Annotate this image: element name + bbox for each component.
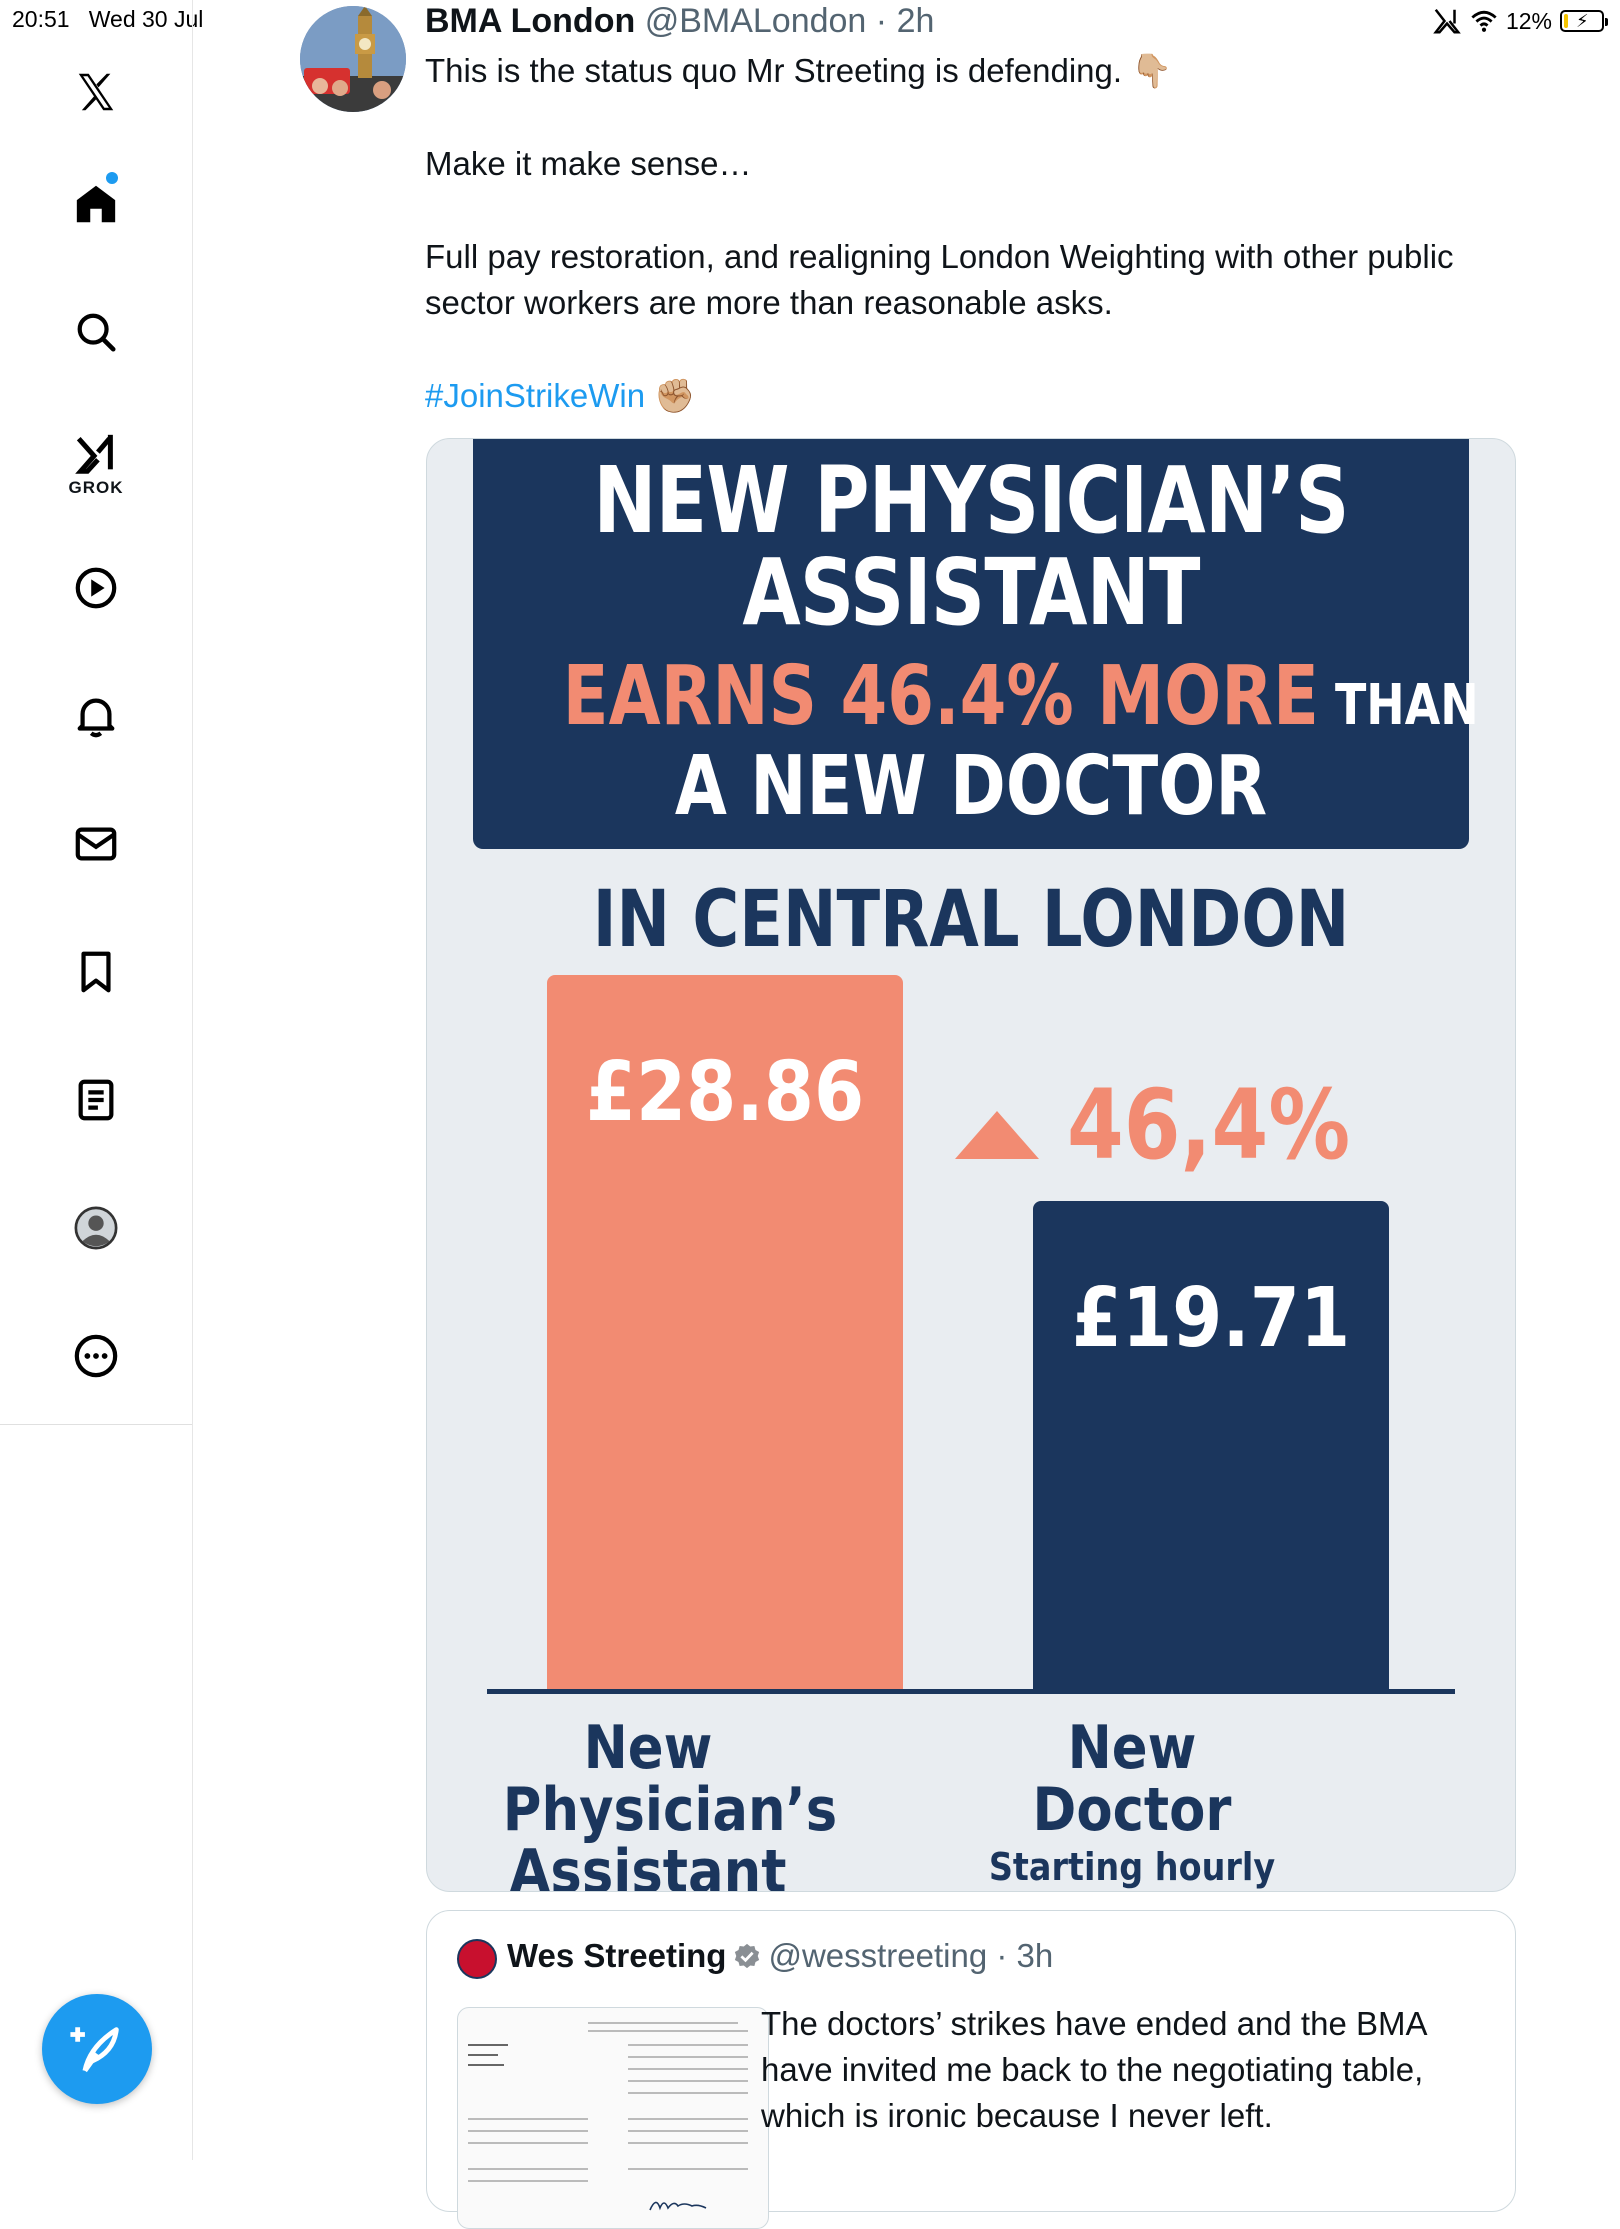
quoted-author-avatar[interactable] bbox=[457, 1939, 497, 1979]
search-icon[interactable] bbox=[60, 296, 132, 368]
banner-line-1: NEW PHYSICIAN’S bbox=[593, 447, 1349, 554]
tweet-body: This is the status quo Mr Streeting is d… bbox=[425, 48, 1525, 419]
grok-icon[interactable] bbox=[60, 418, 132, 490]
quoted-tweet-time[interactable]: · 3h bbox=[996, 1937, 1054, 1974]
wifi-icon bbox=[1471, 10, 1497, 32]
quoted-author-handle[interactable]: @wesstreeting bbox=[768, 1937, 988, 1974]
sidebar-divider bbox=[0, 1424, 192, 1425]
more-icon[interactable] bbox=[60, 1320, 132, 1392]
verified-badge-icon bbox=[735, 1943, 760, 1969]
tweet-header: BMA London @BMALondon · 2h bbox=[425, 2, 934, 41]
category-label-physician-assistant: New Physician’s Assistant bbox=[502, 1713, 838, 1892]
author-avatar[interactable] bbox=[300, 6, 406, 112]
notifications-icon[interactable] bbox=[60, 680, 132, 752]
banner-accent: EARNS 46.4% MORE bbox=[562, 649, 1319, 744]
messages-icon[interactable] bbox=[60, 808, 132, 880]
quoted-tweet-header: Wes Streeting @wesstreeting · 3h bbox=[507, 1937, 1053, 1975]
battery-percent: 12% bbox=[1505, 7, 1552, 34]
status-indicators: 12% ⚡ bbox=[1432, 6, 1608, 36]
hashtag-link[interactable]: #JoinStrikeWin bbox=[425, 377, 646, 414]
quoted-letter-thumbnail[interactable] bbox=[457, 2007, 769, 2229]
author-handle[interactable]: @BMALondon bbox=[644, 2, 867, 40]
profile-icon[interactable] bbox=[60, 1192, 132, 1264]
tweet-time[interactable]: · 2h bbox=[875, 2, 935, 40]
status-date: Wed 30 Jul bbox=[88, 6, 204, 32]
quoted-tweet-text: The doctors’ strikes have ended and the … bbox=[761, 2005, 1426, 2134]
category-label-new-doctor: New Doctor bbox=[1032, 1713, 1232, 1845]
infographic-subtitle: IN CENTRAL LONDON bbox=[592, 875, 1350, 965]
home-icon[interactable] bbox=[60, 168, 132, 240]
tweet-hashtag-line: #JoinStrikeWin ✊🏼 bbox=[425, 373, 1525, 419]
compose-feather-icon bbox=[70, 2027, 119, 2073]
signature-icon bbox=[649, 2201, 707, 2211]
banner-line-4: A NEW DOCTOR bbox=[674, 739, 1268, 834]
status-clock: 20:51 bbox=[12, 6, 70, 32]
home-notification-dot bbox=[106, 172, 118, 184]
tweet-text-line-3: Full pay restoration, and realigning Lon… bbox=[425, 238, 1454, 321]
up-triangle-icon bbox=[955, 1111, 1039, 1159]
tweet-media-image[interactable]: NEW PHYSICIAN’S ASSISTANT EARNS 46.4% MO… bbox=[426, 438, 1516, 1892]
grok-status-icon bbox=[1433, 8, 1461, 34]
fist-emoji: ✊🏼 bbox=[654, 377, 696, 414]
chart-baseline bbox=[487, 1689, 1455, 1694]
banner-line-2: ASSISTANT bbox=[742, 539, 1200, 646]
author-name[interactable]: BMA London bbox=[425, 2, 636, 40]
tweet-text-line-1: This is the status quo Mr Streeting is d… bbox=[425, 52, 1173, 89]
bookmarks-icon[interactable] bbox=[60, 936, 132, 1008]
bar-physician-assistant bbox=[547, 974, 903, 1689]
category-sublabel-new-doctor: Starting hourly rate bbox=[988, 1845, 1276, 1891]
value-label-new-doctor: £19.71 bbox=[1071, 1271, 1351, 1367]
value-label-physician-assistant: £28.86 bbox=[585, 1044, 865, 1140]
banner-line-3: EARNS 46.4% MORE THAN bbox=[562, 649, 1479, 744]
sidebar: GROK bbox=[0, 0, 193, 2160]
quoted-author-name[interactable]: Wes Streeting bbox=[507, 1937, 727, 1974]
lists-icon[interactable] bbox=[60, 1064, 132, 1136]
compose-button[interactable] bbox=[42, 1994, 152, 2104]
bar-new-doctor bbox=[1033, 1201, 1389, 1689]
grok-label: GROK bbox=[68, 478, 124, 497]
percent-difference-label: 46,4% bbox=[1067, 1069, 1351, 1181]
banner-than: THAN bbox=[1318, 673, 1479, 738]
battery-icon: ⚡ bbox=[1560, 10, 1608, 32]
infographic-banner: NEW PHYSICIAN’S ASSISTANT EARNS 46.4% MO… bbox=[473, 439, 1479, 849]
video-icon[interactable] bbox=[60, 552, 132, 624]
quoted-tweet[interactable]: Wes Streeting @wesstreeting · 3h The doct… bbox=[426, 1910, 1516, 2229]
category-label-new-doctor-block: New Doctor Starting hourly rate bbox=[969, 1717, 1295, 1891]
tweet-text-line-2: Make it make sense… bbox=[425, 145, 752, 182]
x-logo-icon[interactable] bbox=[60, 56, 132, 128]
status-time: 20:51 Wed 30 Jul bbox=[12, 6, 203, 33]
